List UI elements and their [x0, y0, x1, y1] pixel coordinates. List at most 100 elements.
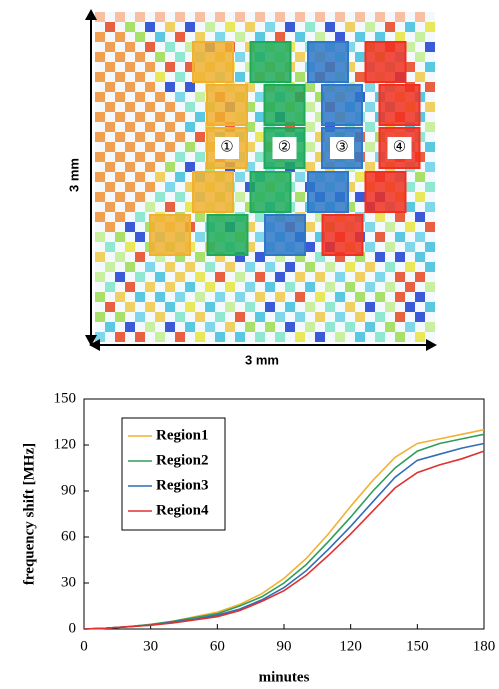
map-cell [385, 222, 395, 232]
map-cell [195, 102, 205, 112]
map-cell [195, 22, 205, 32]
map-cell [105, 272, 115, 282]
region-square [322, 85, 362, 125]
map-cell [135, 212, 145, 222]
map-cell [225, 272, 235, 282]
map-cell [425, 112, 435, 122]
map-cell [295, 62, 305, 72]
map-cell [95, 12, 105, 22]
map-cell [105, 182, 115, 192]
map-cell [375, 222, 385, 232]
map-cell [145, 122, 155, 132]
map-cell [165, 112, 175, 122]
map-cell [145, 182, 155, 192]
map-cell [375, 302, 385, 312]
map-cell [255, 232, 265, 242]
map-cell [115, 162, 125, 172]
map-cell [245, 12, 255, 22]
map-cell [165, 292, 175, 302]
map-cell [385, 22, 395, 32]
map-cell [415, 42, 425, 52]
map-cell [175, 262, 185, 272]
map-cell [155, 22, 165, 32]
legend-label: Region2 [156, 452, 209, 468]
map-cell [405, 322, 415, 332]
map-cell [295, 22, 305, 32]
map-cell [425, 292, 435, 302]
legend-label: Region1 [156, 427, 209, 443]
map-cell [395, 272, 405, 282]
map-cell [365, 272, 375, 282]
map-cell [115, 252, 125, 262]
map-cell [175, 282, 185, 292]
map-cell [95, 52, 105, 62]
map-cell [175, 22, 185, 32]
legend-label: Region3 [156, 477, 209, 493]
map-cell [95, 112, 105, 122]
map-cell [275, 272, 285, 282]
map-cell [405, 12, 415, 22]
map-cell [175, 82, 185, 92]
map-cell [175, 162, 185, 172]
map-cell [315, 302, 325, 312]
map-cell [155, 292, 165, 302]
map-cell [145, 162, 155, 172]
map-cell [125, 182, 135, 192]
map-cell [115, 72, 125, 82]
map-cell [105, 212, 115, 222]
map-cell [195, 92, 205, 102]
map-cell [235, 22, 245, 32]
map-cell [295, 182, 305, 192]
region-square [380, 85, 420, 125]
map-cell [175, 112, 185, 122]
map-cell [135, 272, 145, 282]
map-cell [305, 82, 315, 92]
map-cell [365, 232, 375, 242]
map-cell [395, 212, 405, 222]
map-cell [165, 202, 175, 212]
map-cell [155, 82, 165, 92]
map-cell [345, 302, 355, 312]
map-cell [275, 282, 285, 292]
map-cell [365, 242, 375, 252]
map-cell [115, 152, 125, 162]
map-cell [115, 222, 125, 232]
map-cell [235, 72, 245, 82]
map-cell [185, 162, 195, 172]
map-cell [385, 252, 395, 262]
map-cell [125, 302, 135, 312]
map-cell [185, 272, 195, 282]
map-cell [275, 22, 285, 32]
x-tick-label: 90 [277, 638, 292, 654]
region-square [265, 85, 305, 125]
map-cell [255, 212, 265, 222]
map-cell [185, 92, 195, 102]
map-cell [305, 222, 315, 232]
map-cell [345, 312, 355, 322]
map-cell [365, 302, 375, 312]
map-cell [355, 282, 365, 292]
map-cell [145, 152, 155, 162]
y-tick-label: 60 [61, 528, 76, 544]
map-cell [215, 272, 225, 282]
map-cell [325, 292, 335, 302]
y-axis-label: frequency shift [MHz] [21, 443, 37, 585]
map-cell [165, 42, 175, 52]
map-cell [365, 102, 375, 112]
map-cell [385, 282, 395, 292]
map-cell [115, 292, 125, 302]
map-cell [155, 12, 165, 22]
map-cell [305, 132, 315, 142]
map-cell [125, 262, 135, 272]
map-cell [115, 312, 125, 322]
map-cell [395, 282, 405, 292]
map-cell [315, 262, 325, 272]
map-cell [385, 292, 395, 302]
map-cell [135, 82, 145, 92]
y-tick-label: 90 [61, 482, 76, 498]
map-cell [405, 312, 415, 322]
map-cell [305, 12, 315, 22]
map-cell [105, 132, 115, 142]
map-cell [355, 182, 365, 192]
map-cell [185, 302, 195, 312]
